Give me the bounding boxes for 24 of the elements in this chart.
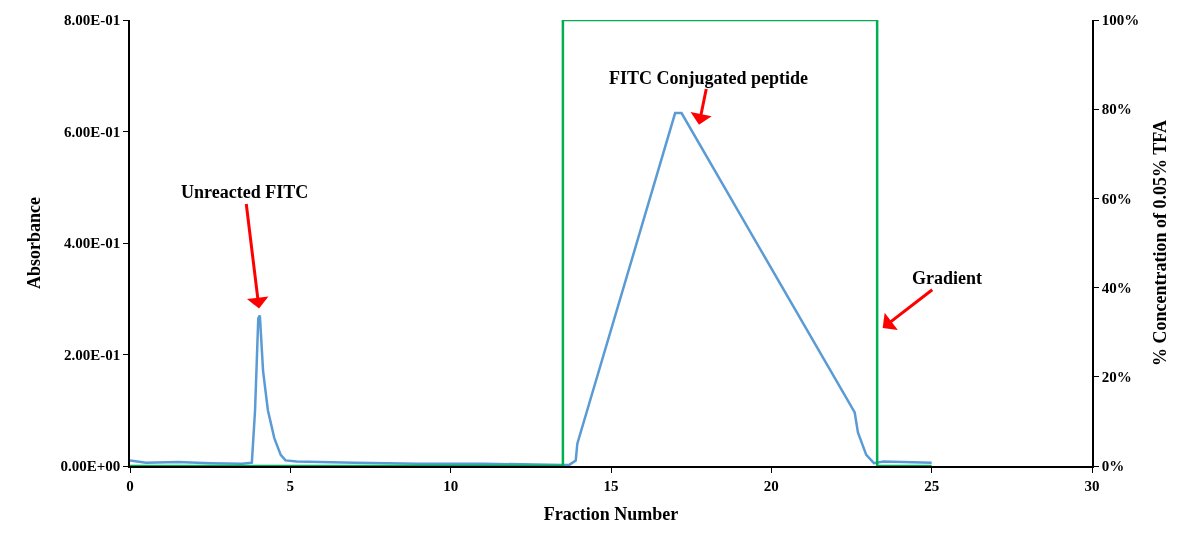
y-tick-label: 8.00E-01 [64, 12, 121, 29]
x-tick-label: 20 [763, 477, 779, 494]
annotation: FITC Conjugated peptide [609, 68, 809, 88]
y2-tick-label: 20% [1101, 369, 1132, 386]
x-tick-label: 15 [603, 477, 619, 494]
y-tick-label: 4.00E-01 [64, 235, 121, 252]
y2-axis-title: % Concentration of 0.05% TFA [1149, 120, 1170, 366]
y-axis-title: Absorbance [24, 196, 45, 290]
y-tick-label: 6.00E-01 [64, 123, 121, 140]
y2-tick-label: 40% [1101, 279, 1132, 296]
annotation: Unreacted FITC [181, 182, 309, 202]
y2-tick-label: 60% [1101, 190, 1132, 207]
x-tick-label: 25 [924, 477, 940, 494]
annotation: Gradient [912, 268, 982, 288]
x-tick-label: 5 [286, 477, 295, 494]
y2-tick-label: 100% [1101, 12, 1140, 29]
x-axis-title: Fraction Number [543, 504, 679, 525]
y-tick-label: 2.00E-01 [64, 346, 121, 363]
y-tick-label: 0.00E+00 [60, 458, 121, 475]
y2-tick-label: 0% [1101, 458, 1125, 475]
y2-tick-label: 80% [1101, 101, 1132, 118]
x-tick-label: 0 [126, 477, 134, 494]
x-tick-label: 30 [1084, 477, 1100, 494]
x-tick-label: 10 [443, 477, 459, 494]
